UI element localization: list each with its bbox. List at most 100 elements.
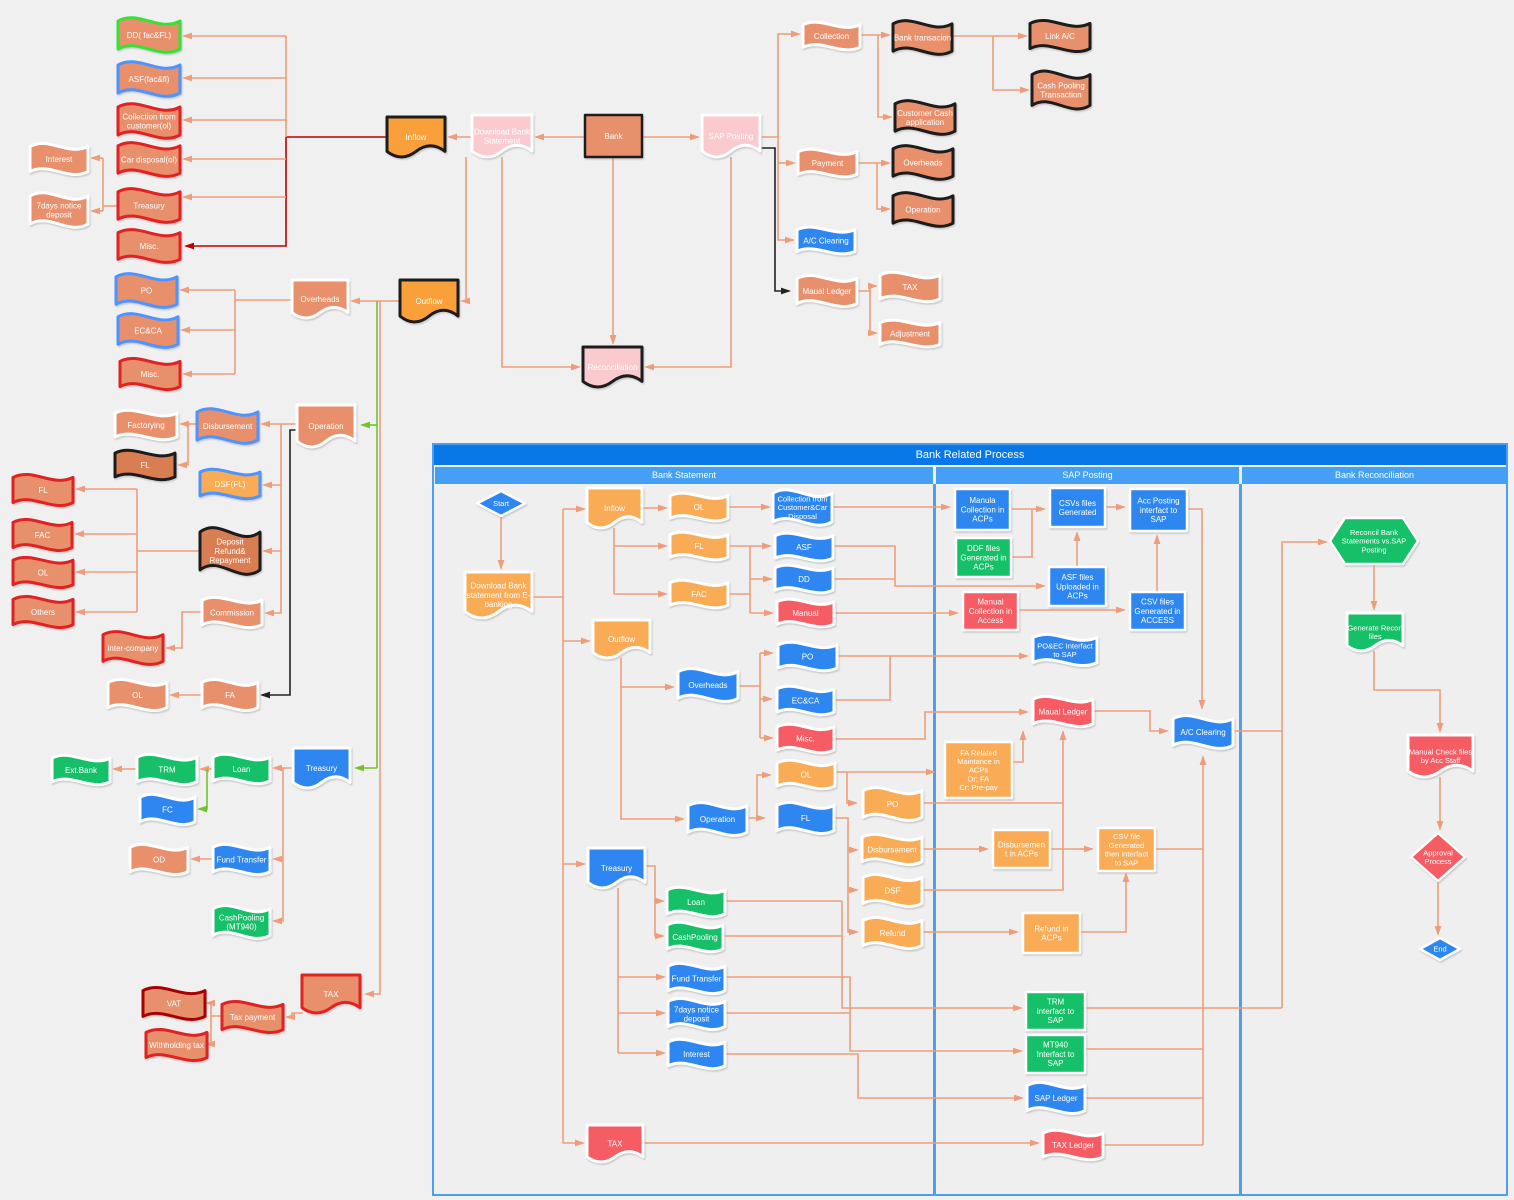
node-fl-dep[interactable]: FL: [11, 472, 75, 508]
node-operation-main[interactable]: Operation: [295, 403, 357, 449]
node-tax-ledger[interactable]: TAX Ledger: [1041, 1128, 1105, 1162]
node-po-p[interactable]: PO: [776, 640, 839, 673]
node-commission[interactable]: Commission: [200, 595, 264, 630]
node-download-ebanking[interactable]: Download Bank statement from E-banking: [463, 570, 534, 620]
node-car-disposal-ol[interactable]: Car disposal(ol): [116, 141, 182, 178]
node-factorying[interactable]: Factorying: [113, 408, 179, 442]
node-misc-p[interactable]: Misc.: [775, 722, 836, 755]
node-inflow-p[interactable]: Inflow: [585, 486, 644, 530]
node-seven-days-p[interactable]: 7days notice deposit: [666, 996, 727, 1032]
node-trm[interactable]: TRM: [135, 752, 199, 787]
node-fl-in[interactable]: FL: [668, 530, 730, 562]
node-end[interactable]: End: [1418, 936, 1462, 962]
node-maual-ledger-p[interactable]: Maual Ledger: [1031, 694, 1095, 729]
node-dd-p[interactable]: DD: [773, 563, 835, 595]
node-approval-process[interactable]: Approval Process: [1409, 831, 1467, 883]
node-reconcil-bank-statements[interactable]: Reconcil Bank Statements vs.SAP Posting: [1328, 516, 1420, 566]
node-po-acp[interactable]: PO: [861, 786, 924, 822]
node-fl-op[interactable]: FL: [113, 448, 177, 482]
node-trm-interfact[interactable]: TRM interfact to SAP: [1024, 990, 1087, 1032]
node-tax-payment[interactable]: Tax payment: [220, 999, 285, 1035]
node-loan-t[interactable]: Loan: [211, 752, 272, 786]
node-vat[interactable]: VAT: [141, 986, 207, 1021]
node-withholding-tax[interactable]: Withholding tax: [144, 1027, 209, 1063]
node-bank[interactable]: Bank: [583, 113, 644, 159]
node-fac-dep[interactable]: FAC: [11, 517, 74, 553]
node-sap-ledger[interactable]: SAP Ledger: [1025, 1080, 1087, 1116]
node-ol-fa[interactable]: OL: [106, 677, 169, 713]
node-others-dep[interactable]: Others: [11, 594, 75, 630]
node-start[interactable]: Start: [475, 489, 527, 518]
node-ol-dep[interactable]: OL: [11, 555, 75, 590]
node-generate-recon-files[interactable]: Generate Recon files: [1345, 611, 1405, 653]
node-treasury-t[interactable]: Treasury: [291, 746, 352, 790]
node-ext-bank[interactable]: Ext.Bank: [50, 753, 112, 787]
node-acc-posting-interfact[interactable]: Acc Posting interfact to SAP: [1128, 487, 1189, 533]
node-tax-p[interactable]: TAX: [585, 1123, 645, 1164]
node-deposit-refund-repayment[interactable]: Deposit Refund& Repayment: [198, 526, 262, 576]
node-fa-related[interactable]: FA Related Maintance in ACPs Dr: FA Cr: Pre-…: [943, 740, 1014, 800]
node-treasury-src[interactable]: Treasury: [116, 187, 182, 224]
node-misc-oh[interactable]: Misc.: [118, 356, 182, 392]
node-fa[interactable]: FA: [200, 677, 260, 713]
node-disbursement-p[interactable]: Disbursement: [860, 832, 924, 867]
node-ecca-oh[interactable]: EC&CA: [116, 312, 180, 349]
node-misc-src[interactable]: Misc.: [116, 228, 182, 264]
node-ol-in[interactable]: OL: [668, 491, 730, 523]
node-dsf-fl[interactable]: DSF(FL): [198, 467, 262, 501]
node-overheads-main[interactable]: Overheads: [290, 278, 350, 320]
node-fund-transfer-t[interactable]: Fund Transfer: [211, 842, 272, 877]
node-asf-files-uploaded[interactable]: ASF files Uploaded in ACPs: [1047, 565, 1108, 608]
node-disbursement-main[interactable]: Disbursement: [195, 407, 260, 445]
node-cashpooling-p[interactable]: CashPooling: [665, 920, 725, 954]
node-link-ac[interactable]: Link A/C: [1028, 18, 1092, 54]
node-collection-from-customer-ol[interactable]: Collection from customer(ol): [116, 102, 182, 140]
node-od[interactable]: OD: [128, 842, 190, 877]
node-manual-collection-access[interactable]: Manual Collection in Access: [961, 590, 1020, 632]
node-collection-customer-car[interactable]: Collection from Customer&Car Disposal: [771, 488, 834, 527]
node-cash-pooling-transaction[interactable]: Cash Pooling Transaction: [1030, 69, 1092, 111]
node-manula-collection-acps[interactable]: Manula Collection in ACPs: [953, 487, 1012, 532]
node-fc[interactable]: FC: [138, 792, 197, 827]
node-operation-p[interactable]: Operation: [686, 801, 749, 837]
node-adjustment[interactable]: Adjustment: [878, 318, 942, 349]
node-sap-posting[interactable]: SAP Posting: [700, 113, 762, 159]
node-tax-t[interactable]: TAX: [300, 973, 362, 1015]
node-collection-sap[interactable]: Collection: [801, 20, 862, 52]
node-inflow-main[interactable]: Inflow: [385, 115, 447, 159]
node-treasury-p[interactable]: Treasury: [586, 846, 647, 890]
node-customer-cash-application[interactable]: Customer Cash application: [893, 99, 957, 136]
node-csv-file-interfact[interactable]: CSV file Generated then interfact to SAP: [1096, 826, 1157, 873]
node-manual-p[interactable]: Manual: [775, 597, 836, 629]
node-operation-sap[interactable]: Operation: [891, 191, 955, 228]
node-manual-check-files[interactable]: Manual Check files by Acc Staff: [1406, 733, 1475, 779]
node-tax-ml[interactable]: TAX: [878, 270, 942, 304]
node-poec-interfact[interactable]: PO&EC Interfact to SAP: [1031, 632, 1099, 668]
node-ddf-files-generated[interactable]: DDF files Generated in ACPs: [954, 536, 1013, 579]
node-dsf-p[interactable]: DSF: [861, 873, 924, 908]
node-fl-op-p[interactable]: FL: [775, 800, 836, 836]
node-download-bank-statement[interactable]: Download Bank Statement: [470, 113, 534, 159]
node-po-oh[interactable]: PO: [114, 272, 179, 309]
node-csvs-files-generated[interactable]: CSVs files Generated: [1048, 486, 1107, 529]
node-seven-days-notice-src[interactable]: 7days notice deposit: [28, 191, 90, 229]
node-refund-acps[interactable]: Refund in ACPs: [1021, 911, 1082, 955]
node-disbursement-acps[interactable]: Disbursemen t in ACPs: [991, 828, 1052, 870]
node-maual-ledger-sap[interactable]: Maual Ledger: [795, 273, 859, 309]
node-asf-p[interactable]: ASF: [773, 531, 835, 563]
node-overheads-p[interactable]: Overheads: [676, 667, 740, 703]
node-interest-p[interactable]: Interest: [666, 1037, 727, 1071]
node-fac-in[interactable]: FAC: [668, 578, 730, 610]
node-outflow-main[interactable]: Outflow: [398, 278, 460, 324]
node-refund-p[interactable]: Refund: [861, 915, 924, 951]
node-loan-p[interactable]: Loan: [665, 885, 727, 919]
node-bank-transacion[interactable]: Bank transacion: [891, 19, 954, 56]
node-interest-src[interactable]: Interest: [28, 141, 90, 177]
node-csv-files-access[interactable]: CSV files Generated in ACCESS: [1128, 590, 1187, 632]
node-outflow-p[interactable]: Outflow: [591, 618, 652, 660]
node-dd-fac-fl[interactable]: DD( fac&FL): [116, 16, 182, 54]
node-ol-op[interactable]: OL: [775, 758, 837, 791]
node-inter-company[interactable]: inter-company: [101, 630, 165, 666]
node-fund-transfer-p[interactable]: Fund Transfer: [666, 961, 727, 996]
node-cashpooling-mt940[interactable]: CashPooling (MT940): [211, 904, 272, 940]
